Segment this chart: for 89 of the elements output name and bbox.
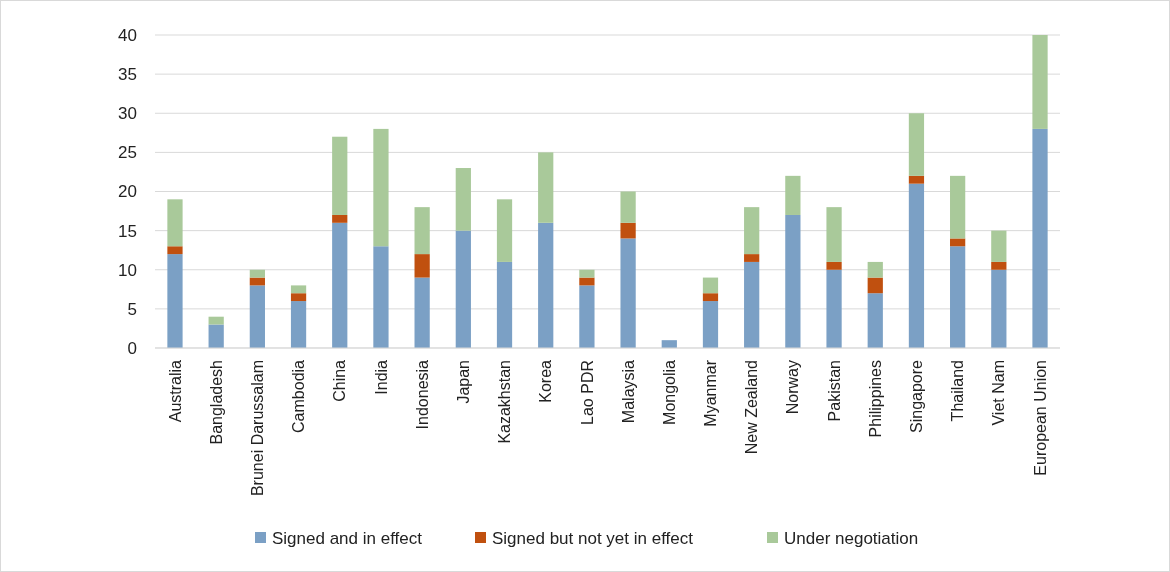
x-tick-label: European Union [1031, 360, 1049, 476]
y-tick-label: 40 [118, 25, 137, 45]
bar [867, 261, 883, 278]
bar [785, 214, 801, 348]
bar [620, 222, 636, 239]
x-tick-label: China [331, 359, 349, 402]
bar [826, 207, 842, 262]
bar [950, 238, 966, 247]
x-tick-label: Australia [166, 359, 184, 423]
bar [620, 238, 636, 348]
bar [620, 191, 636, 223]
x-tick-label: Norway [784, 360, 802, 415]
x-tick-label: Japan [454, 360, 472, 404]
bar [991, 230, 1007, 262]
x-tick-label: Pakistan [825, 360, 843, 422]
bar [496, 261, 513, 348]
y-tick-label: 25 [118, 143, 137, 163]
legend-label: Signed but not yet in effect [492, 528, 694, 548]
y-tick-label: 20 [118, 182, 137, 202]
y-tick-label: 10 [118, 260, 137, 280]
x-tick-label: Myanmar [702, 359, 720, 427]
bar [167, 254, 183, 348]
bar [991, 261, 1007, 270]
x-tick-label: Thailand [949, 360, 967, 422]
bar [332, 214, 348, 223]
bar [702, 293, 719, 302]
legend-label: Under negotiation [784, 528, 919, 548]
x-tick-label: Mongolia [660, 359, 678, 425]
bar [538, 222, 554, 348]
x-tick-label: Philippines [866, 360, 884, 438]
y-tick-label: 5 [127, 299, 137, 319]
y-tick-label: 0 [127, 338, 137, 358]
y-tick-label: 15 [118, 221, 137, 241]
bar [208, 324, 224, 348]
legend-label: Signed and in effect [272, 528, 423, 548]
bar [908, 175, 925, 184]
bar [290, 285, 307, 294]
bar [826, 261, 842, 270]
bar [332, 222, 348, 348]
x-tick-label: Lao PDR [578, 360, 596, 425]
bar [290, 293, 307, 302]
bar [867, 293, 883, 348]
bar [496, 199, 513, 262]
x-tick-label: Viet Nam [990, 360, 1008, 426]
bar [455, 168, 471, 231]
bar [908, 183, 925, 348]
bar [373, 246, 389, 348]
bar [579, 277, 595, 286]
bar [702, 277, 719, 294]
bar [167, 246, 183, 255]
bar [950, 246, 966, 348]
bar [1032, 35, 1048, 129]
bar [414, 207, 430, 255]
bar [702, 301, 719, 348]
bar [373, 128, 389, 247]
x-tick-label: Korea [537, 359, 555, 403]
y-tick-label: 30 [118, 104, 137, 124]
bar [950, 175, 966, 239]
bar [167, 199, 183, 247]
x-tick-label: Bangladesh [207, 360, 225, 445]
bar [249, 285, 265, 348]
x-tick-label: Kazakhstan [496, 360, 514, 444]
bar [579, 269, 595, 278]
bar [1032, 128, 1048, 348]
bar [579, 285, 595, 348]
x-tick-label: India [372, 359, 390, 395]
bar [826, 269, 842, 348]
bar [414, 277, 430, 348]
bar [908, 113, 925, 176]
bar [538, 152, 554, 223]
x-tick-label: Malaysia [619, 359, 637, 424]
y-tick-label: 35 [118, 65, 137, 85]
bar [414, 254, 430, 278]
x-tick-label: New Zealand [743, 360, 761, 455]
bar [744, 261, 760, 348]
bar [332, 136, 348, 215]
bar [249, 269, 265, 278]
bar [290, 301, 307, 348]
x-tick-label: Cambodia [290, 359, 308, 433]
bar [867, 277, 883, 294]
bar [991, 269, 1007, 348]
x-tick-label: Singapore [908, 359, 926, 433]
bar [744, 254, 760, 262]
bar [208, 316, 224, 325]
bar [785, 175, 801, 215]
bar [455, 230, 471, 348]
x-tick-label: Indonesia [413, 359, 431, 430]
bar [744, 207, 760, 255]
x-tick-label: Brunei Darussalam [248, 360, 266, 497]
